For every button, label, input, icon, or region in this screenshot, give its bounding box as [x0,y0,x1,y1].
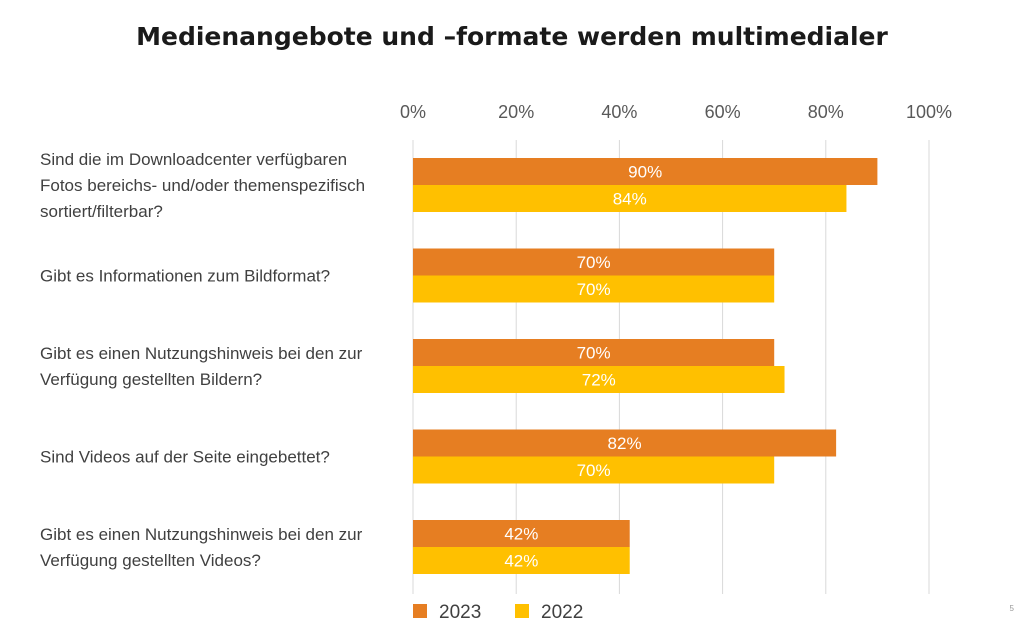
bar-2023 [413,158,878,185]
bar-2023 [413,339,775,366]
data-label: 42% [504,525,538,544]
bar-2023 [413,429,837,457]
bar-2022 [413,185,847,212]
bar-2022 [413,456,775,484]
data-label: 70% [577,461,611,480]
category-label: Gibt es einen Nutzungshinweis bei den zu… [40,344,363,363]
bar-2022 [413,547,630,574]
legend-label: 2023 [439,602,481,623]
category-label: Verfügung gestellten Videos? [40,551,261,570]
data-label: 70% [577,280,611,299]
category-label: sortiert/filterbar? [40,202,163,221]
bar-2022 [413,275,775,303]
data-label: 70% [577,253,611,272]
data-label: 42% [504,552,538,571]
legend-label: 2022 [541,602,583,623]
category-label: Sind die im Downloadcenter verfügbaren [40,150,347,169]
data-label: 72% [582,371,616,390]
data-label: 84% [613,190,647,209]
bar-2022 [413,366,785,393]
category-label: Gibt es Informationen zum Bildformat? [40,267,330,286]
category-label: Sind Videos auf der Seite eingebettet? [40,448,330,467]
category-label: Verfügung gestellten Bildern? [40,370,262,389]
x-tick-label: 20% [498,102,534,122]
bar-2023 [413,248,775,276]
page-number: 5 [1009,604,1014,613]
legend-swatch-2023 [413,604,427,618]
data-label: 70% [577,344,611,363]
category-label: Gibt es einen Nutzungshinweis bei den zu… [40,525,363,544]
bar-2023 [413,520,630,547]
legend-swatch-2022 [515,604,529,618]
x-tick-label: 100% [906,102,952,122]
chart-title: Medienangebote und –formate werden multi… [136,22,888,51]
category-label: Fotos bereichs- und/oder themenspezifisc… [40,176,365,195]
x-tick-label: 40% [601,102,637,122]
x-tick-label: 80% [808,102,844,122]
data-label: 82% [608,434,642,453]
x-tick-label: 0% [400,102,426,122]
x-tick-label: 60% [705,102,741,122]
data-label: 90% [628,163,662,182]
